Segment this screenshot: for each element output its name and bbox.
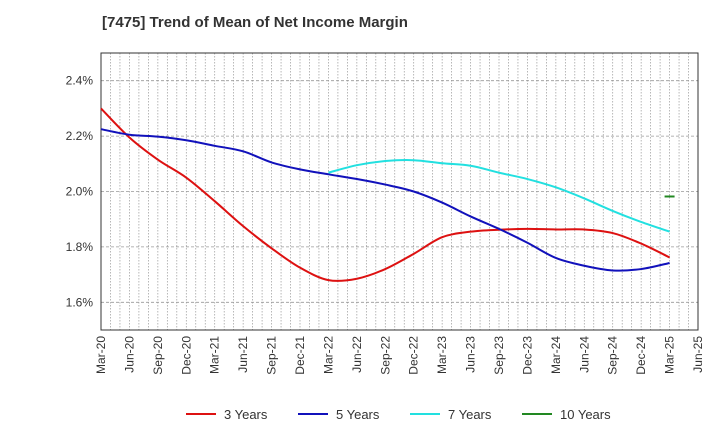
- plot-frame: [100, 52, 699, 331]
- y-axis-ticks: 1.6% 1.8% 2.0% 2.2% 2.4%: [66, 74, 94, 310]
- x-tick-label: Mar-25: [663, 336, 677, 374]
- y-tick-label: 2.2%: [66, 129, 94, 143]
- series-5-years-line: [100, 128, 670, 272]
- y-tick-label: 1.8%: [66, 240, 94, 254]
- x-tick-label: Dec-24: [634, 336, 648, 375]
- x-tick-label: Jun-24: [577, 336, 591, 373]
- x-tick-label: Sep-23: [492, 336, 506, 375]
- x-tick-label: Sep-21: [265, 336, 279, 375]
- grid-layer: [101, 53, 698, 330]
- series-7-years-line: [328, 159, 670, 233]
- y-tick-label: 1.6%: [66, 295, 94, 309]
- x-tick-label: Dec-21: [293, 336, 307, 375]
- legend: 3 Years 5 Years 7 Years 10 Years: [186, 407, 611, 422]
- x-tick-label: Dec-20: [179, 336, 193, 375]
- series-layer: [100, 107, 675, 283]
- series-3-years-line: [100, 107, 671, 283]
- x-tick-label: Mar-22: [321, 336, 335, 374]
- x-tick-label: Jun-20: [122, 336, 136, 373]
- legend-label-7-years: 7 Years: [448, 407, 492, 422]
- x-tick-label: Mar-21: [208, 336, 222, 374]
- x-tick-label: Sep-20: [151, 336, 165, 375]
- legend-label-10-years: 10 Years: [560, 407, 611, 422]
- x-axis-ticks: Mar-20 Jun-20 Sep-20 Dec-20 Mar-21 Jun-21 Sep-…: [94, 336, 705, 375]
- x-tick-label: Jun-25: [691, 336, 705, 373]
- legend-label-3-years: 3 Years: [224, 407, 268, 422]
- chart-title: [7475] Trend of Mean of Net Income Margi…: [102, 14, 408, 31]
- y-tick-label: 2.4%: [66, 74, 94, 88]
- x-tick-label: Sep-24: [606, 336, 620, 375]
- x-tick-label: Mar-24: [549, 336, 563, 374]
- x-tick-label: Jun-21: [236, 336, 250, 373]
- legend-label-5-years: 5 Years: [336, 407, 380, 422]
- x-tick-label: Dec-23: [520, 336, 534, 375]
- y-tick-label: 2.0%: [66, 185, 94, 199]
- x-tick-label: Sep-22: [378, 336, 392, 375]
- x-tick-label: Dec-22: [407, 336, 421, 375]
- x-tick-label: Jun-22: [350, 336, 364, 373]
- x-tick-label: Mar-23: [435, 336, 449, 374]
- x-tick-label: Jun-23: [464, 336, 478, 373]
- x-tick-label: Mar-20: [94, 336, 108, 374]
